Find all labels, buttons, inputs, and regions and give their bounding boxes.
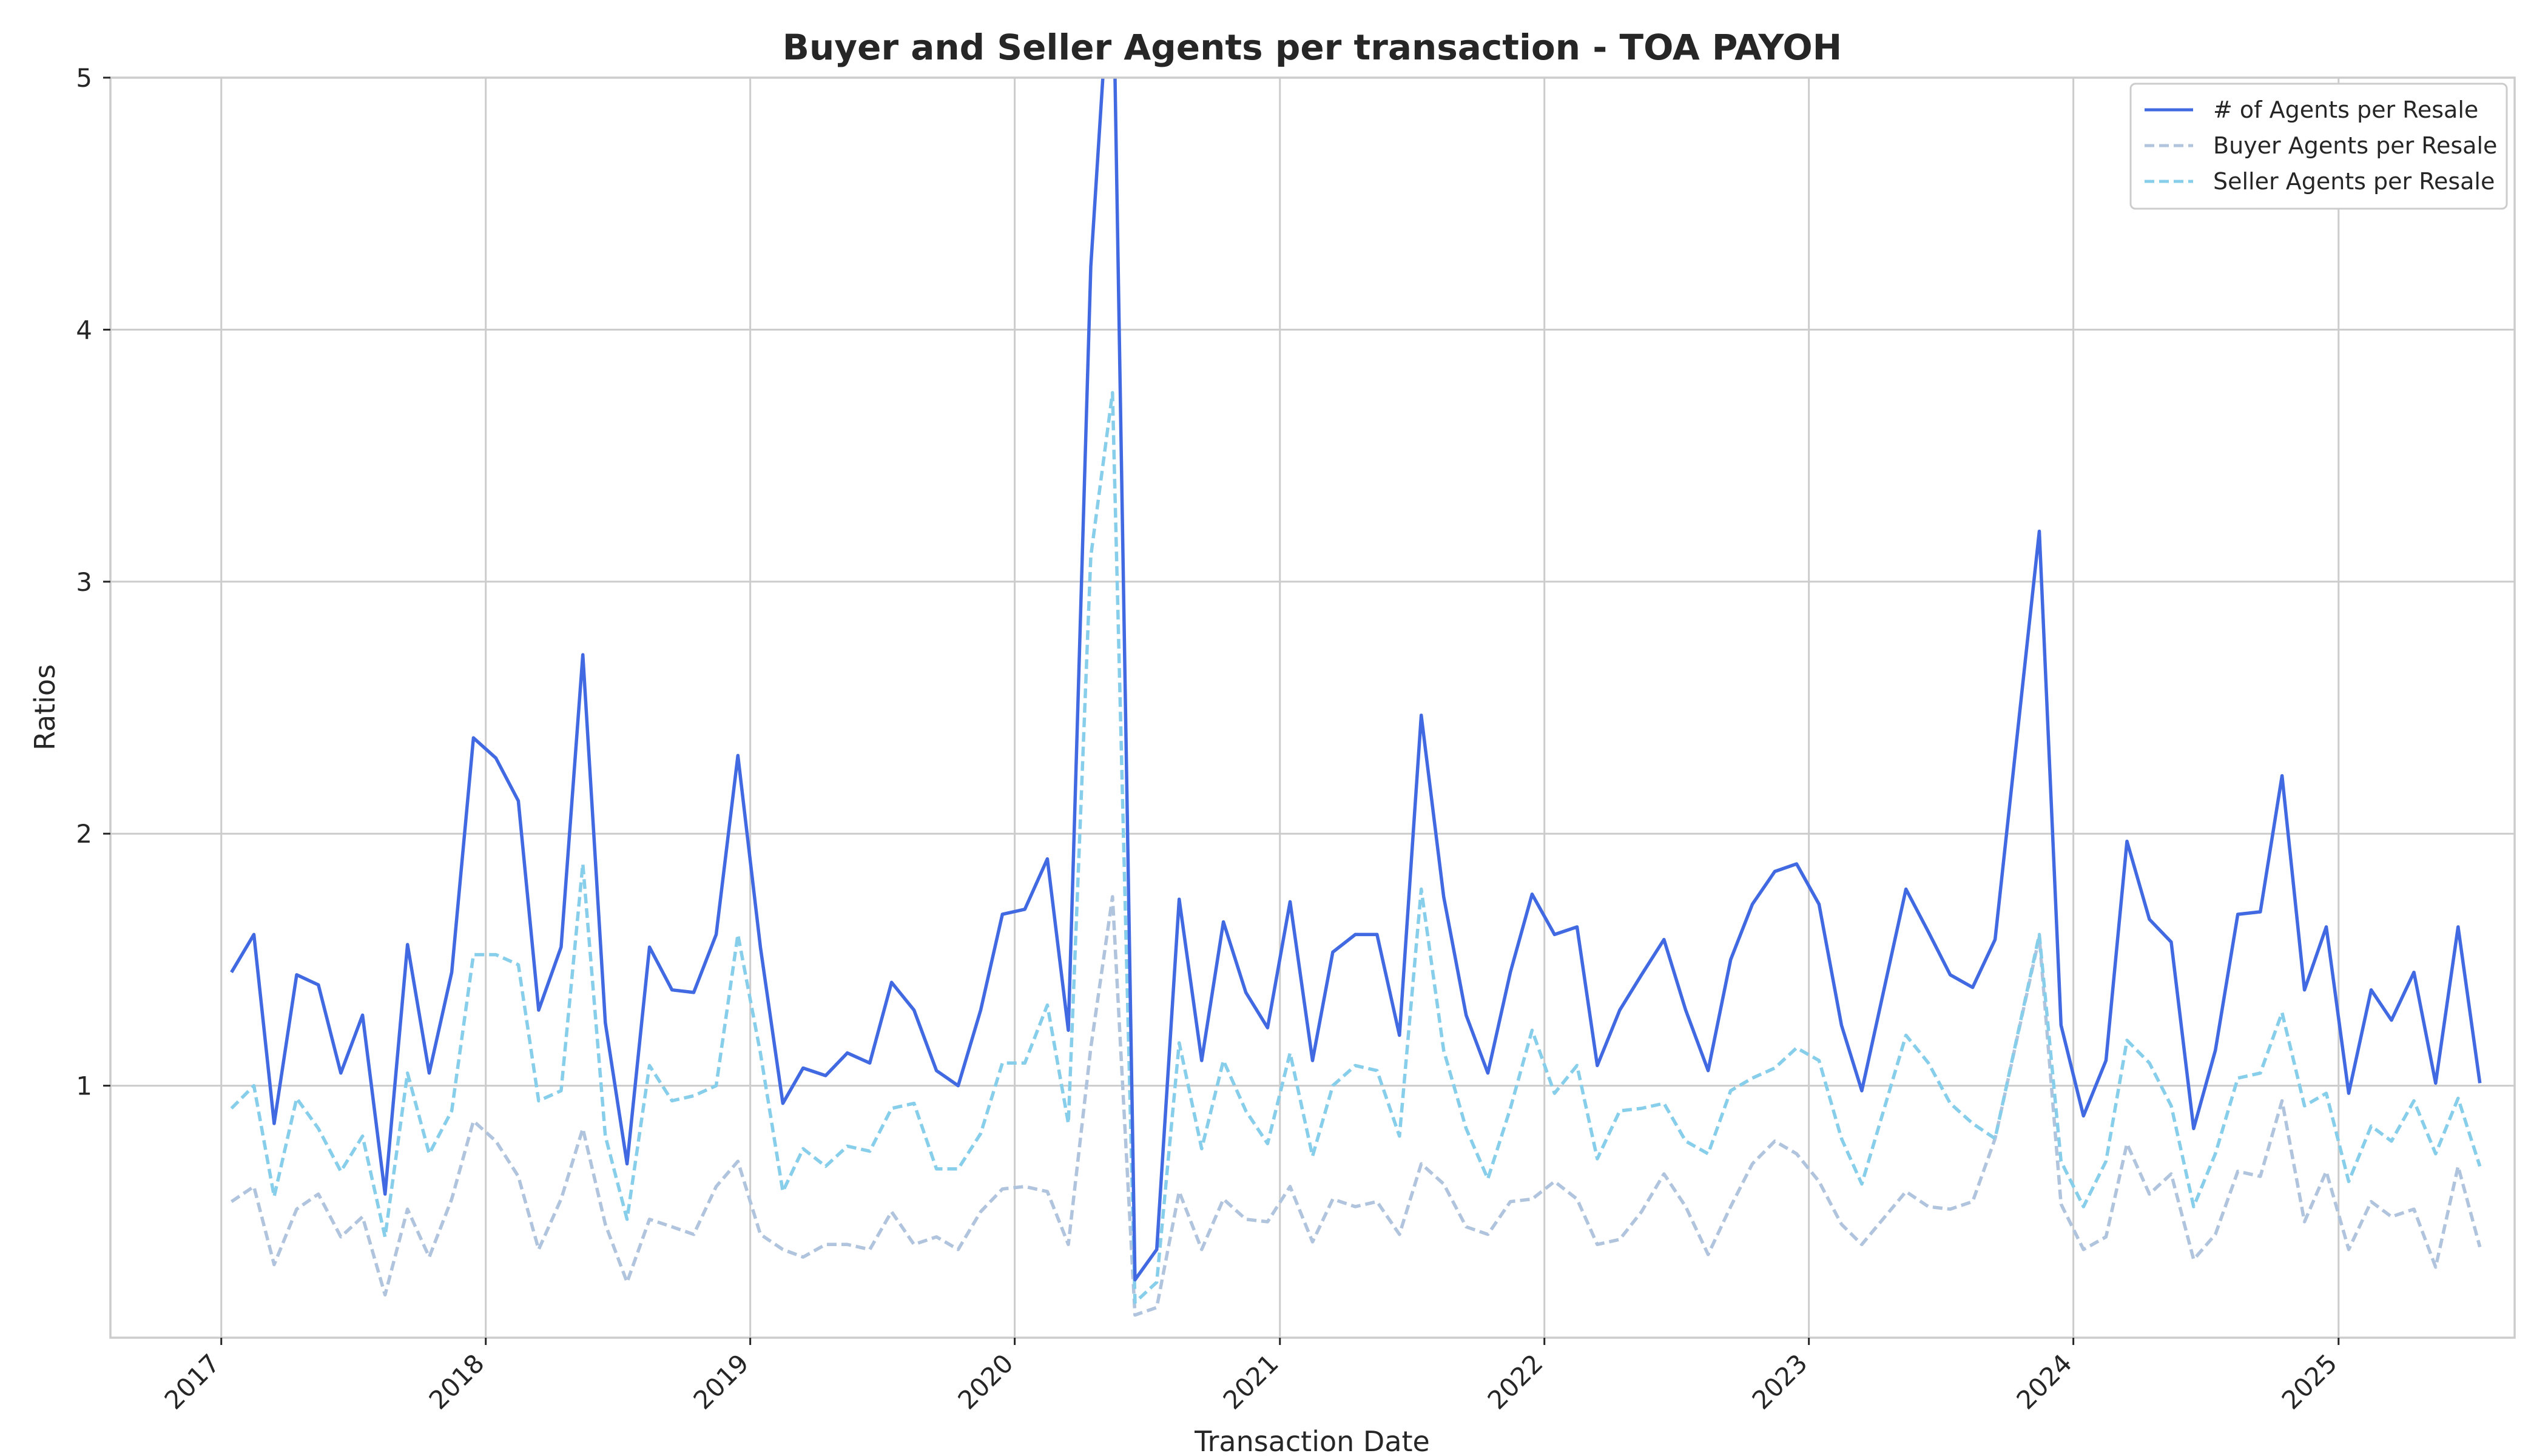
y-tick-label-2: 3	[76, 567, 92, 597]
plot-frame	[109, 76, 2516, 1339]
x-axis-label: Transaction Date	[1194, 1425, 1430, 1456]
y-tick-label-1: 2	[76, 819, 92, 849]
agents-per-resale-line	[230, 78, 2482, 1282]
y-tick-label-0: 1	[76, 1071, 92, 1101]
legend-box	[2129, 83, 2508, 210]
chart-title: Buyer and Seller Agents per transaction …	[783, 27, 1842, 68]
buyer-agents-line	[230, 895, 2482, 1317]
y-tick-label-3: 4	[76, 315, 92, 345]
seller-agents-line	[230, 391, 2482, 1304]
legend-label-agents: # of Agents per Resale	[2213, 96, 2478, 123]
legend-label-buyer: Buyer Agents per Resale	[2213, 132, 2497, 159]
y-tick-label-4: 5	[76, 63, 92, 93]
legend-label-seller: Seller Agents per Resale	[2213, 168, 2495, 195]
legend: # of Agents per Resale Buyer Agents per …	[2129, 83, 2508, 210]
y-axis-label: Ratios	[29, 664, 61, 750]
series-lines	[230, 78, 2482, 1317]
